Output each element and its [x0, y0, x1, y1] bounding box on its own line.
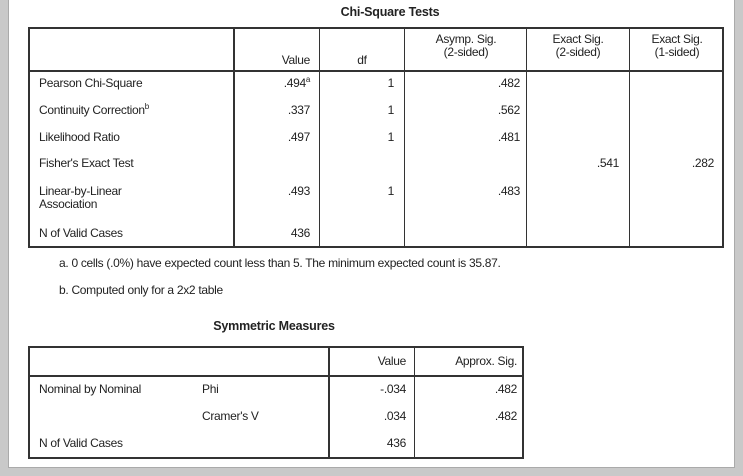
row-value: .497 — [287, 130, 310, 144]
header-value: Value — [377, 354, 407, 368]
row-label: Continuity Correction — [39, 103, 145, 117]
header-exact-sig-2: Exact Sig. (2-sided) — [527, 33, 629, 59]
row-label: Pearson Chi-Square — [39, 76, 143, 90]
row-value: 436 — [386, 436, 406, 450]
row-group: Nominal by Nominal — [39, 382, 141, 396]
row-df: 1 — [387, 184, 395, 198]
row-sig: .482 — [494, 409, 517, 423]
header-value: Value — [281, 53, 311, 67]
header-asymp-line1: Asymp. Sig. — [435, 32, 497, 46]
row-label-line2: Association — [39, 197, 98, 211]
header-approx-sig: Approx. Sig. — [455, 354, 517, 368]
row-df: 1 — [387, 76, 395, 90]
row-measure: Phi — [202, 382, 219, 396]
row-value: .494 — [283, 76, 306, 90]
row-exact2: .541 — [596, 156, 619, 170]
footnote-ref: a — [305, 75, 310, 84]
output-page — [8, 0, 735, 468]
row-label: Linear-by-Linear Association — [39, 185, 122, 211]
row-value: .034 — [383, 409, 406, 423]
row-sig: .482 — [494, 382, 517, 396]
row-value: .493 — [287, 184, 310, 198]
header-exact-sig-1: Exact Sig. (1-sided) — [630, 33, 724, 59]
header-exact2-line2: (2-sided) — [555, 45, 601, 59]
row-measure: Cramer's V — [202, 409, 259, 423]
header-df: df — [357, 53, 367, 67]
chi-square-table: Value df Asymp. Sig. (2-sided) Exact Sig.… — [28, 27, 724, 248]
row-df: 1 — [387, 103, 395, 117]
row-group: N of Valid Cases — [39, 436, 123, 450]
footnote-b: b. Computed only for a 2x2 table — [59, 283, 223, 297]
row-label: N of Valid Cases — [39, 226, 123, 240]
header-exact2-line1: Exact Sig. — [552, 32, 604, 46]
chi-square-title: Chi-Square Tests — [340, 5, 440, 19]
row-exact1: .282 — [691, 156, 714, 170]
header-asymp-line2: (2-sided) — [443, 45, 489, 59]
row-label: Likelihood Ratio — [39, 130, 120, 144]
symmetric-measures-table: Value Approx. Sig. Nominal by Nominal Ph… — [28, 346, 524, 459]
row-value: 436 — [290, 226, 310, 240]
row-asymp: .562 — [497, 103, 520, 117]
row-asymp: .482 — [497, 76, 520, 90]
row-value: .337 — [287, 103, 310, 117]
symmetric-measures-title: Symmetric Measures — [213, 319, 335, 333]
row-label-line1: Linear-by-Linear — [39, 184, 122, 198]
row-asymp: .481 — [497, 130, 520, 144]
row-value: -.034 — [380, 382, 406, 396]
row-asymp: .483 — [497, 184, 520, 198]
header-asymp-sig: Asymp. Sig. (2-sided) — [405, 33, 527, 59]
header-exact1-line1: Exact Sig. — [651, 32, 703, 46]
header-exact1-line2: (1-sided) — [654, 45, 700, 59]
footnote-a: a. 0 cells (.0%) have expected count les… — [59, 256, 501, 270]
row-df: 1 — [387, 130, 395, 144]
footnote-ref: b — [144, 102, 149, 111]
row-label: Fisher's Exact Test — [39, 156, 134, 170]
